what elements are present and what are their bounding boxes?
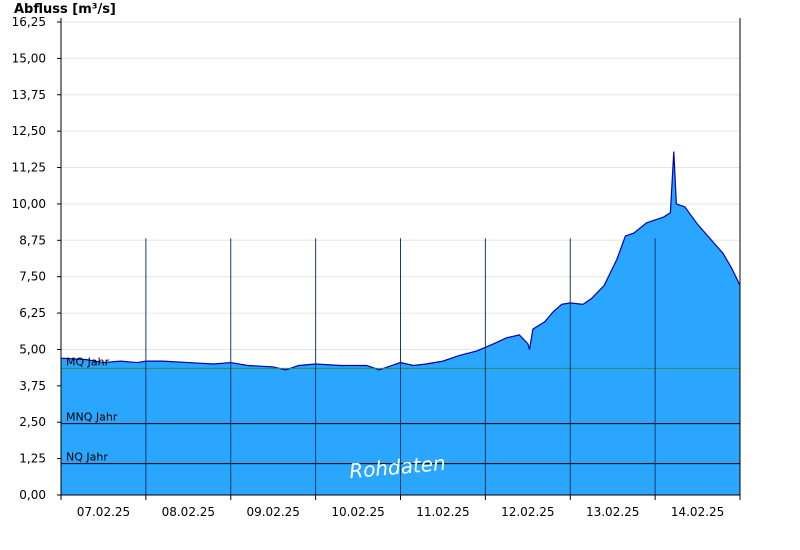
reference-lines: MQ Jahr MNQ Jahr NQ Jahr: [61, 355, 740, 465]
y-tick-label: 3,75: [19, 379, 46, 393]
x-tick-label: 13.02.25: [586, 505, 639, 519]
x-tick-label: 09.02.25: [246, 505, 299, 519]
y-tick-label: 11,25: [12, 161, 46, 175]
reference-line-label: MQ Jahr: [66, 355, 110, 368]
x-tick-label: 08.02.25: [162, 505, 215, 519]
y-tick-label: 12,50: [12, 124, 46, 138]
reference-line-label: MNQ Jahr: [66, 411, 118, 424]
reference-line-label: NQ Jahr: [66, 451, 108, 464]
y-tick-label: 1,25: [19, 452, 46, 466]
x-tick-label: 07.02.25: [77, 505, 130, 519]
x-ticks: 07.02.25 08.02.25 09.02.25 10.02.25 11.02.25…: [60, 495, 741, 519]
x-tick-label: 12.02.25: [501, 505, 554, 519]
x-tick-label: 10.02.25: [331, 505, 384, 519]
y-tick-label: 7,50: [19, 270, 46, 284]
y-tick-label: 0,00: [19, 488, 46, 502]
y-tick-label: 16,25: [12, 15, 46, 29]
series-line: [60, 151, 741, 371]
y-tick-label: 13,75: [12, 88, 46, 102]
x-tick-label: 11.02.25: [416, 505, 469, 519]
y-tick-label: 8,75: [19, 233, 46, 247]
x-tick-label: 14.02.25: [671, 505, 724, 519]
y-tick-label: 5,00: [19, 342, 46, 356]
y-tick-label: 6,25: [19, 306, 46, 320]
y-axis-title: Abfluss [m³/s]: [14, 2, 116, 17]
y-ticks: 0,00 1,25 2,50 3,75 5,00 6,25 7,50 8,75 10,00 11,…: [12, 15, 61, 502]
y-tick-label: 2,50: [19, 415, 46, 429]
y-tick-label: 10,00: [12, 197, 46, 211]
day-separators: [145, 238, 656, 495]
y-tick-label: 15,00: [12, 51, 46, 65]
